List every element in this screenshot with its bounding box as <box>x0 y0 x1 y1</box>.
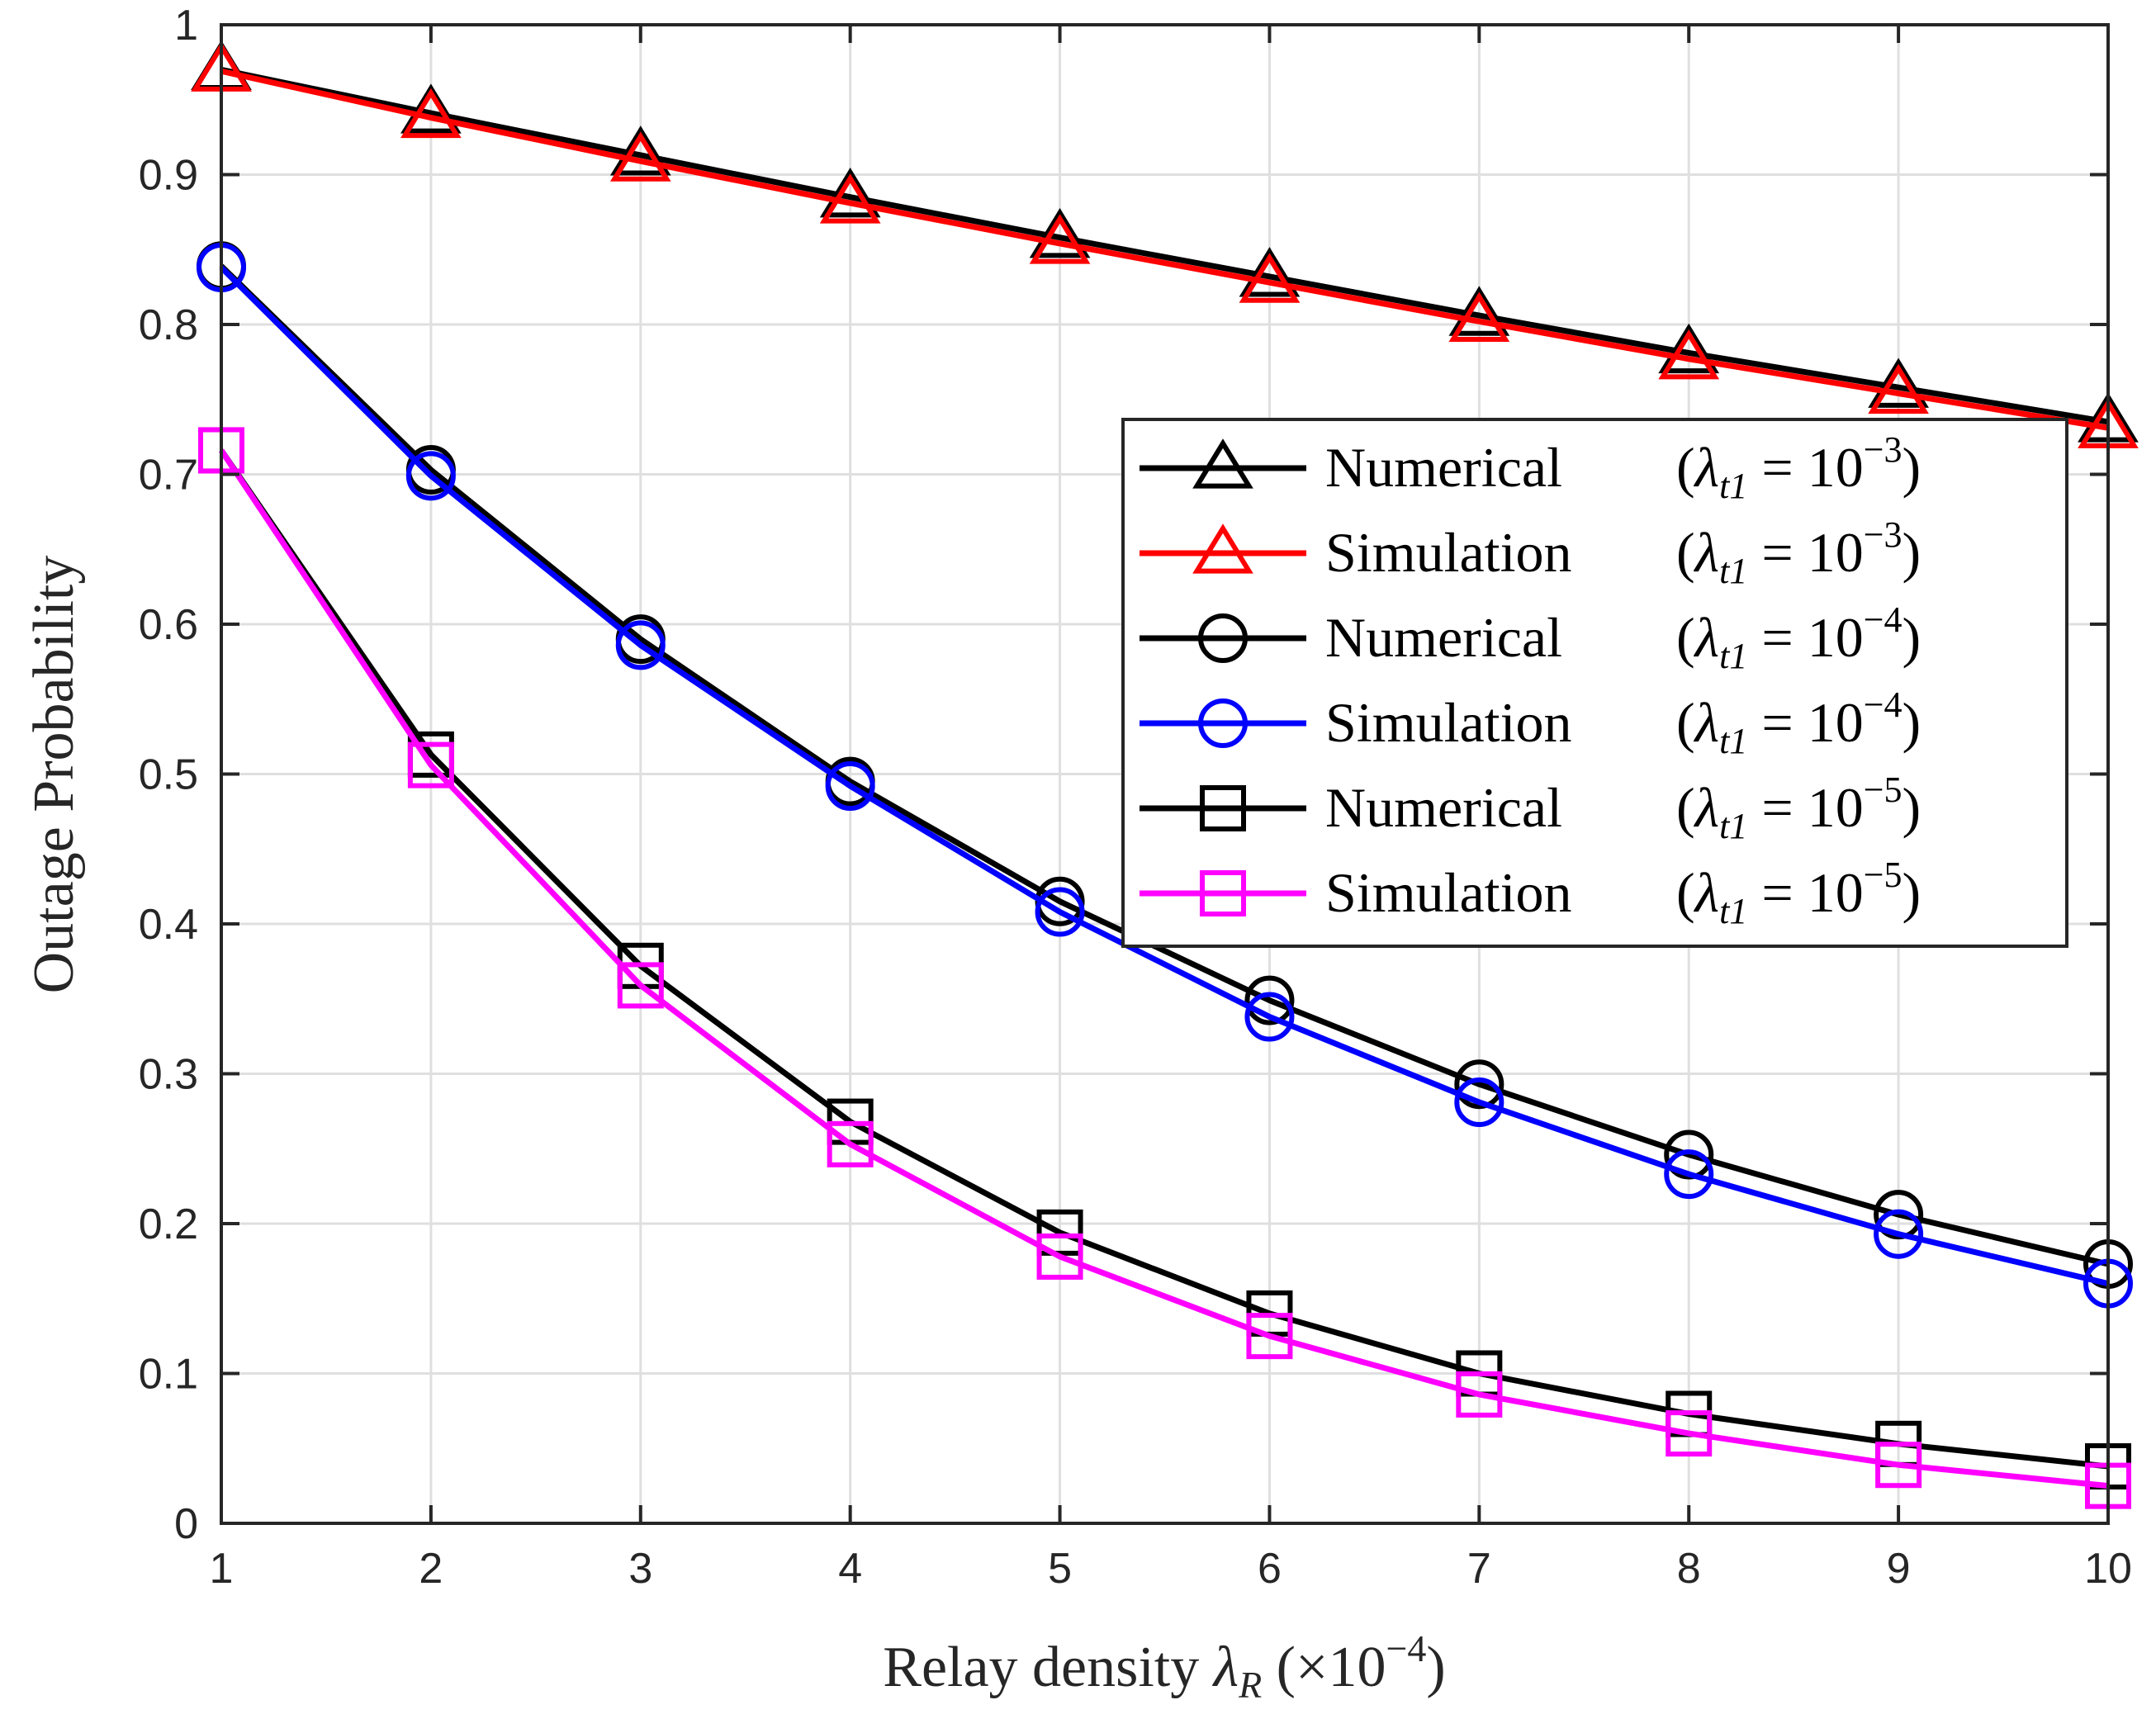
legend-marker <box>1198 698 1248 748</box>
legend-expression: (λt1 = 10−3) <box>1676 514 1921 591</box>
y-axis-title: Outage Probability <box>22 556 86 994</box>
legend: Numerical (λt1 = 10−3) Simulation (λt1 = 10… <box>1121 418 2068 948</box>
x-tick-label: 10 <box>2084 1545 2132 1593</box>
series-line <box>219 448 2109 1470</box>
legend-label: Simulation <box>1325 691 1571 754</box>
data-point <box>1029 207 1091 258</box>
data-point <box>1448 286 1510 336</box>
series-line <box>219 263 2109 1267</box>
data-point <box>1658 323 1720 374</box>
legend-marker <box>1200 870 1246 916</box>
y-tick-label: 0.9 <box>139 152 198 200</box>
legend-expression: (λt1 = 10−4) <box>1676 599 1921 676</box>
data-point <box>1239 253 1301 303</box>
legend-expression: (λt1 = 10−4) <box>1676 684 1921 761</box>
x-tick-label: 8 <box>1677 1545 1701 1593</box>
data-point <box>1239 247 1301 297</box>
data-point <box>1036 1209 1083 1256</box>
legend-entry: Numerical (λt1 = 10−3) <box>1140 429 1921 506</box>
x-tick-label: 6 <box>1258 1545 1282 1593</box>
data-point <box>617 962 664 1009</box>
legend-expression: (λt1 = 10−5) <box>1676 855 1921 931</box>
data-point <box>1874 1209 1924 1259</box>
data-point <box>1664 1149 1714 1200</box>
ticks: 1 2 3 4 5 6 7 8 9 10 0 0.1 0.2 0.3 0.4 0.5 0.6 0.7 0.8 0.9 1 <box>139 2 2132 1593</box>
data-point <box>400 88 462 139</box>
y-tick-label: 0.3 <box>139 1051 198 1099</box>
data-point <box>1658 329 1720 380</box>
series-line <box>220 67 2109 425</box>
legend-marker <box>1198 613 1248 663</box>
legend-entry: Simulation (λt1 = 10−3) <box>1140 514 1921 591</box>
y-tick-label: 0 <box>174 1500 198 1548</box>
data-point <box>819 173 881 224</box>
data-point <box>1448 291 1510 342</box>
data-point <box>615 620 666 670</box>
data-point <box>1875 1442 1922 1489</box>
series-line <box>219 448 2109 1489</box>
data-point <box>1666 1410 1713 1457</box>
data-point <box>1244 975 1295 1025</box>
data-point <box>1456 1371 1503 1418</box>
data-point <box>1868 358 1929 408</box>
legend-expression: (λt1 = 10−3) <box>1676 429 1921 506</box>
y-tick-label: 0.2 <box>139 1200 198 1248</box>
y-tick-label: 0.8 <box>139 301 198 349</box>
data-point <box>819 167 881 218</box>
x-tick-label: 4 <box>838 1545 862 1593</box>
data-point <box>609 125 671 176</box>
data-point <box>405 451 456 501</box>
data-point <box>1246 1313 1293 1360</box>
y-tick-label: 0.1 <box>139 1351 198 1399</box>
x-tick-label: 7 <box>1467 1545 1491 1593</box>
y-tick-label: 0.7 <box>139 452 198 500</box>
data-point <box>609 131 671 182</box>
x-tick-label: 1 <box>210 1545 234 1593</box>
data-point <box>1035 887 1085 937</box>
data-point <box>1036 1233 1083 1280</box>
legend-label: Numerical <box>1325 606 1562 669</box>
x-tick-label: 5 <box>1048 1545 1072 1593</box>
legend-entry: Numerical (λt1 = 10−5) <box>1140 770 1921 846</box>
data-point <box>1029 214 1091 264</box>
legend-entry: Numerical (λt1 = 10−4) <box>1140 599 1921 676</box>
y-tick-label: 0.5 <box>139 751 198 799</box>
x-axis-title: Relay density λR (×10−4) <box>883 1627 1445 1706</box>
y-tick-label: 0.4 <box>139 901 198 949</box>
series-line <box>219 265 2109 1287</box>
data-point <box>1868 363 1929 414</box>
legend-entry: Simulation (λt1 = 10−5) <box>1140 855 1921 931</box>
legend-entry: Simulation (λt1 = 10−4) <box>1140 684 1921 761</box>
data-point <box>407 741 454 788</box>
y-tick-label: 1 <box>174 2 198 50</box>
legend-box <box>1121 418 2068 948</box>
legend-label: Numerical <box>1325 436 1562 499</box>
legend-expression: (λt1 = 10−5) <box>1676 770 1921 846</box>
data-point <box>1454 1077 1504 1127</box>
x-tick-label: 9 <box>1887 1545 1911 1593</box>
series-2 <box>191 41 2139 448</box>
data-point <box>827 1120 874 1167</box>
data-point <box>1454 1059 1504 1110</box>
legend-marker <box>1200 785 1246 831</box>
legend-label: Simulation <box>1325 861 1571 924</box>
x-tick-label: 2 <box>419 1545 443 1593</box>
data-point <box>825 761 875 812</box>
legend-marker <box>1192 523 1253 574</box>
y-tick-label: 0.6 <box>139 601 198 649</box>
data-point <box>1244 992 1295 1042</box>
legend-label: Simulation <box>1325 521 1571 584</box>
series-line <box>220 68 2109 431</box>
legend-marker <box>1192 438 1253 489</box>
legend-label: Numerical <box>1325 776 1562 839</box>
x-tick-label: 3 <box>628 1545 652 1593</box>
